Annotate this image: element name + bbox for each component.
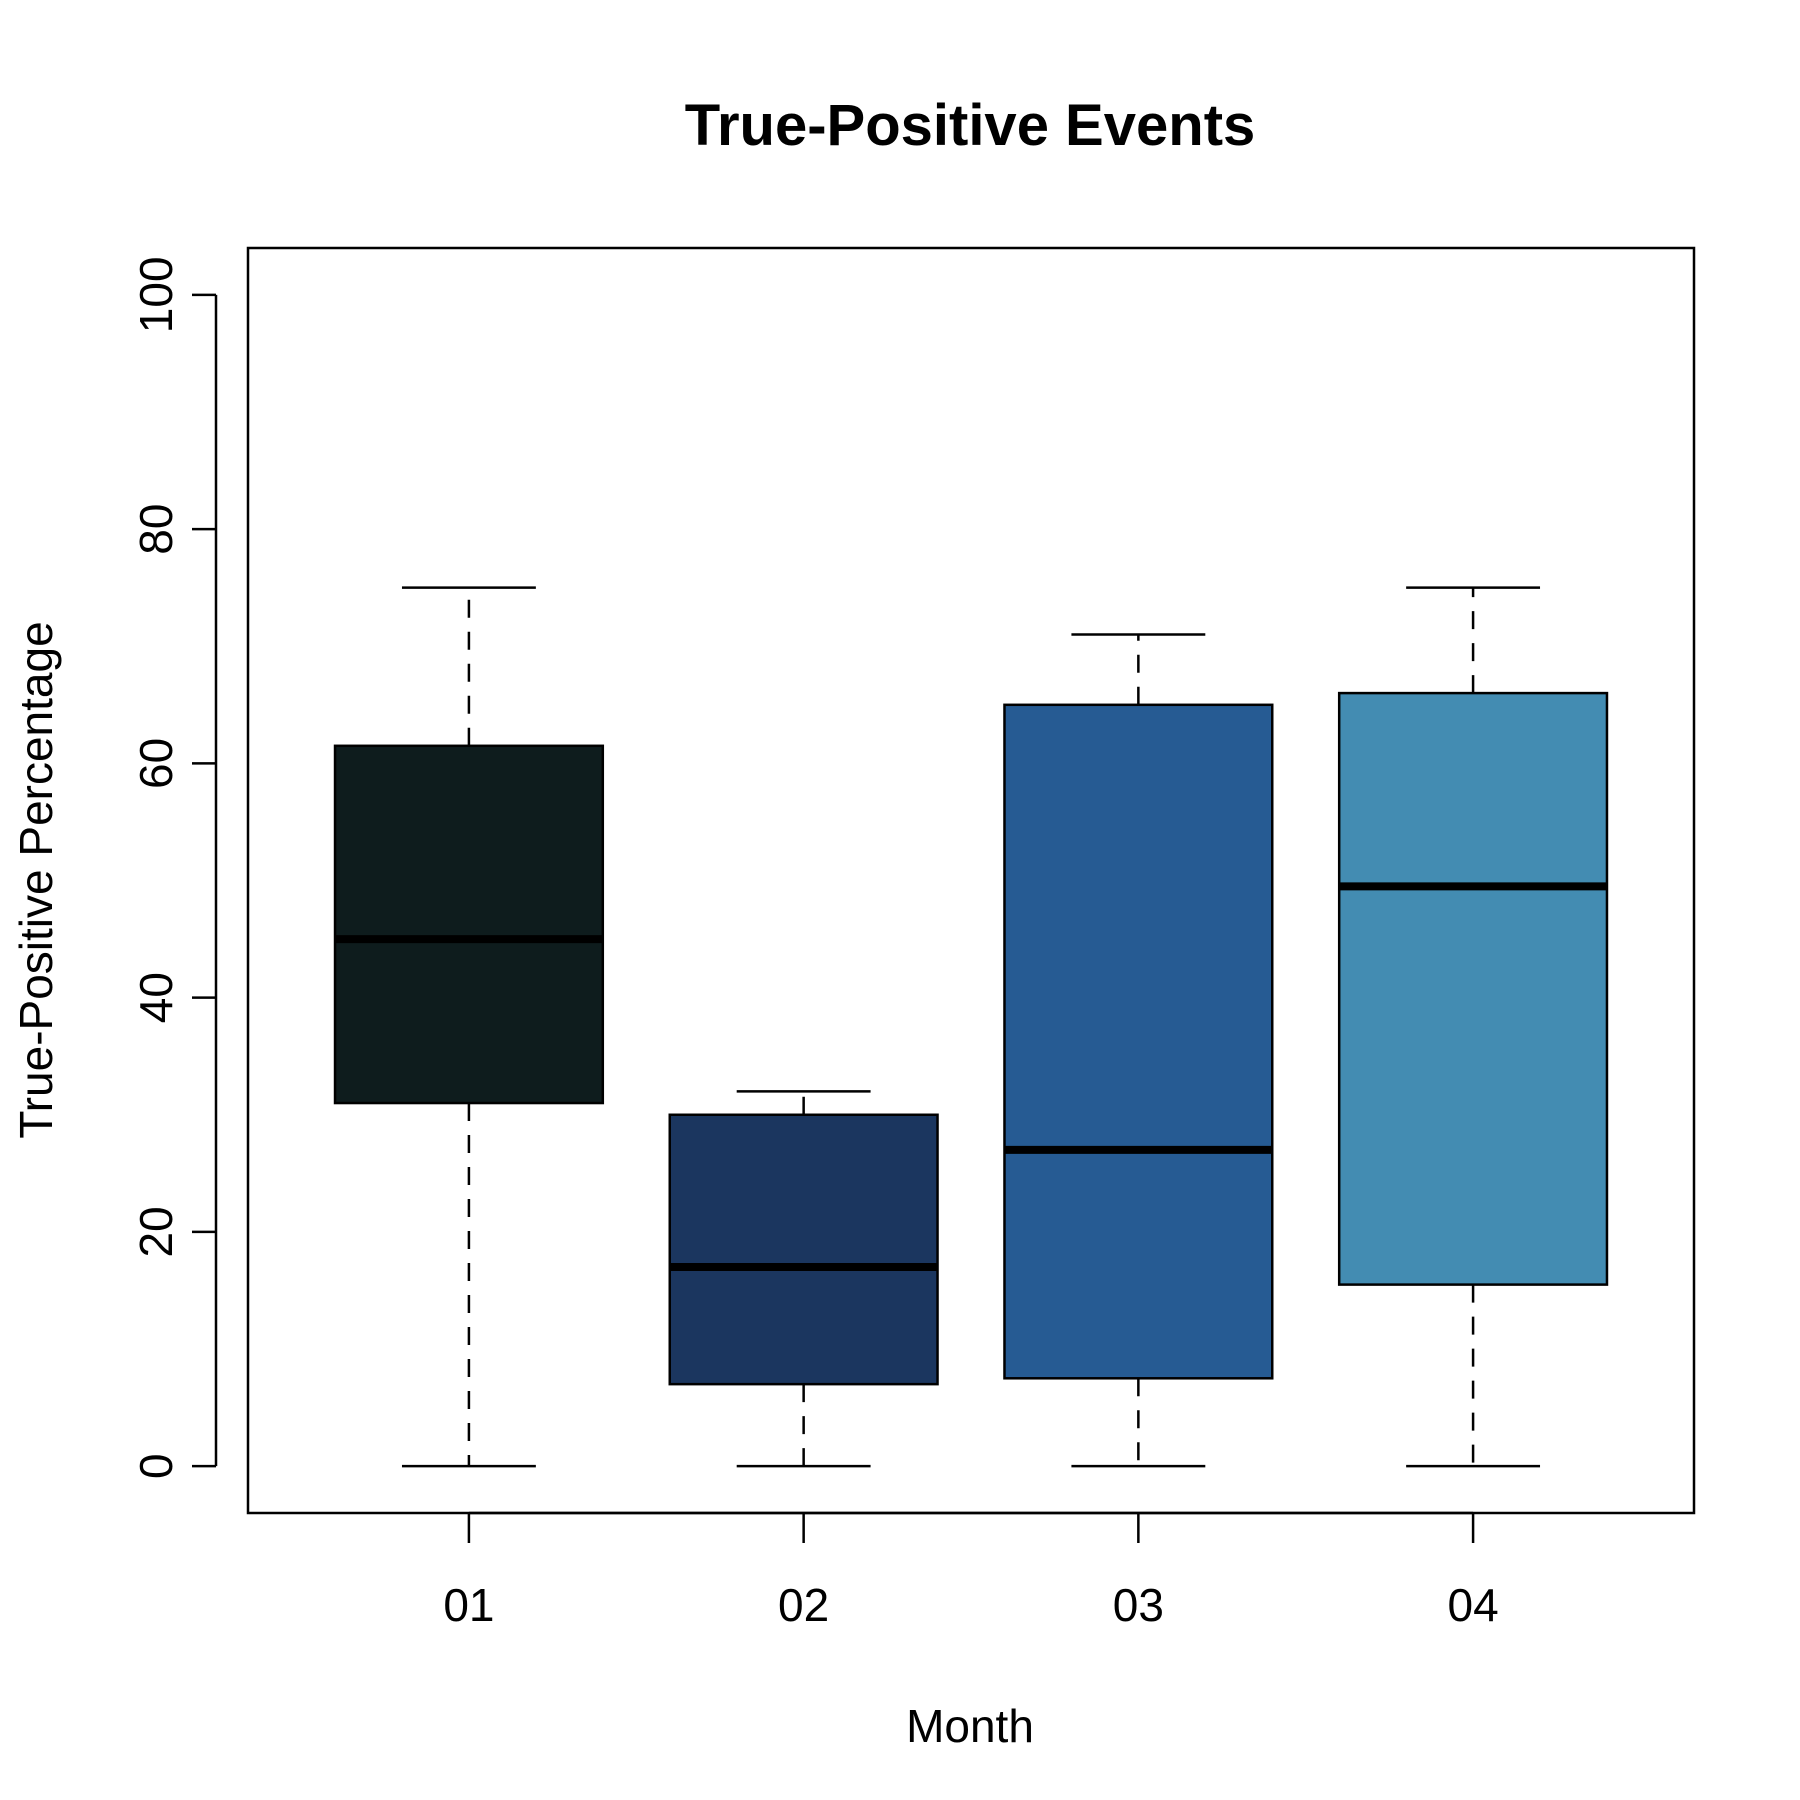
y-tick-label: 40 (130, 972, 182, 1023)
y-tick-label: 0 (130, 1453, 182, 1479)
x-tick-label: 03 (1113, 1579, 1164, 1631)
box-04 (1337, 691, 1609, 1286)
y-tick-label: 20 (130, 1206, 182, 1257)
plot-area: 0 20 40 60 80 100 01 02 03 04 (130, 256, 1609, 1631)
box-02 (668, 1113, 939, 1386)
x-tick-label: 02 (778, 1579, 829, 1631)
plot-frame (246, 246, 1696, 1515)
y-tick-label: 100 (130, 256, 182, 333)
x-tick-label: 04 (1447, 1579, 1498, 1631)
y-tick-label: 60 (130, 738, 182, 789)
box-03 (1003, 703, 1274, 1380)
y-axis-label: True-Positive Percentage (10, 621, 62, 1138)
chart-title: True-Positive Events (685, 93, 1256, 158)
x-axis-label: Month (906, 1700, 1034, 1752)
x-tick-label: 01 (443, 1579, 494, 1631)
y-tick-label: 80 (130, 504, 182, 555)
box-01 (333, 744, 605, 1105)
